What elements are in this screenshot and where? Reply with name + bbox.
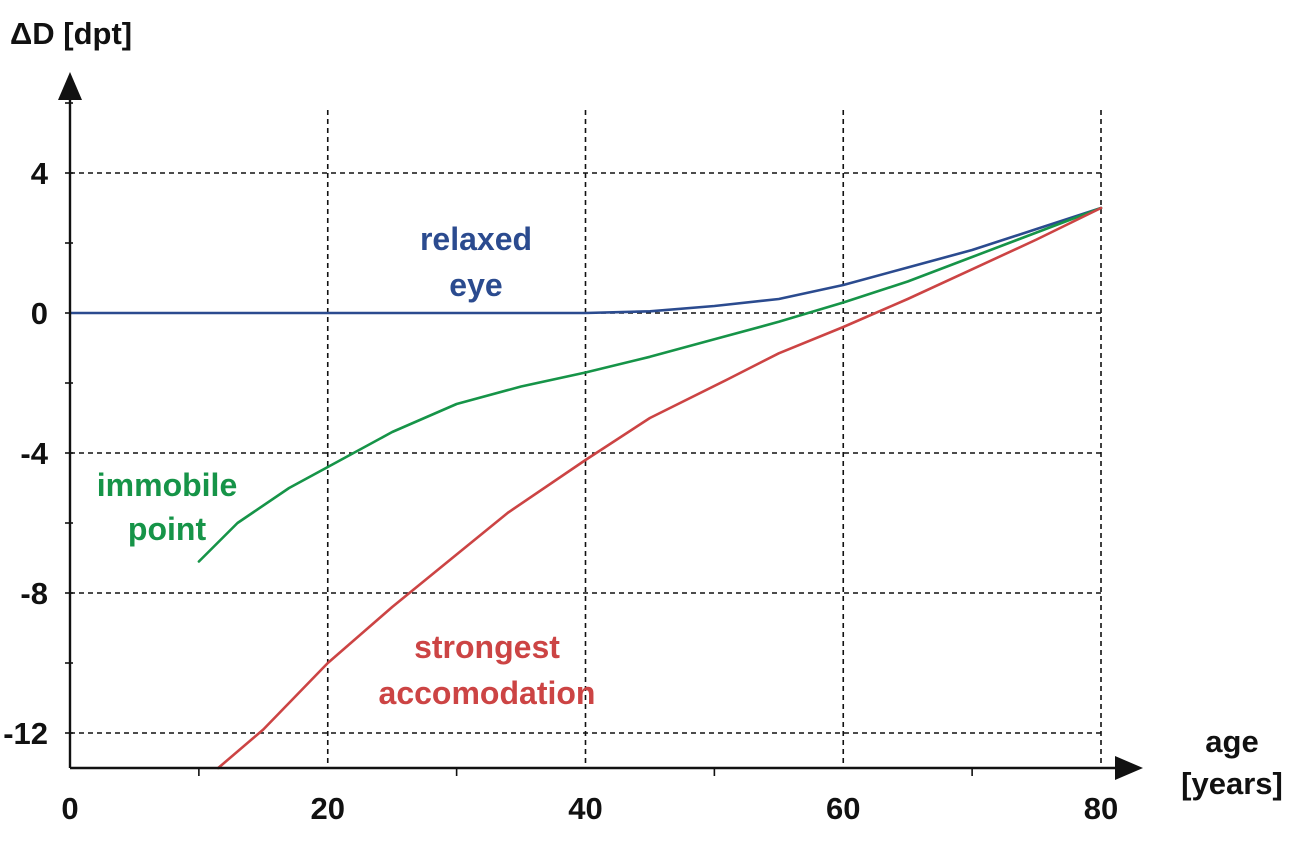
x-tick-label-0: 0 (61, 791, 78, 826)
y-axis-title: ΔD [dpt] (10, 16, 132, 51)
x-tick-label-60: 60 (826, 791, 860, 826)
x-tick-label-20: 20 (311, 791, 345, 826)
x-tick-label-40: 40 (568, 791, 602, 826)
y-tick-label-minus-8: -8 (20, 576, 48, 611)
series-label-immobile-point-line-1: immobile (97, 467, 237, 503)
series-label-strongest-accomodation-line-1: strongest (414, 629, 560, 665)
x-axis-arrow-icon (1115, 756, 1143, 780)
y-tick-label-minus-12: -12 (3, 716, 48, 751)
grid-layer (70, 110, 1102, 768)
y-tick-label-4: 4 (31, 156, 49, 191)
series-label-strongest-accomodation-line-2: accomodation (379, 675, 596, 711)
axes (58, 72, 1143, 780)
series-layer (68, 206, 1103, 770)
y-tick-label-0: 0 (31, 296, 48, 331)
x-axis-title-line-1: age (1205, 724, 1258, 759)
series-line-immobile-point (197, 206, 1103, 563)
series-line-strongest-accomodation (216, 206, 1103, 770)
series-labels: relaxed eye immobile point strongest acc… (97, 221, 596, 711)
x-tick-label-80: 80 (1084, 791, 1118, 826)
axis-titles: ΔD [dpt] age [years] (10, 16, 1283, 801)
series-label-relaxed-eye-line-2: eye (449, 267, 502, 303)
x-axis-title-line-2: [years] (1181, 766, 1283, 801)
series-line-relaxed-eye (68, 206, 1103, 315)
series-label-relaxed-eye-line-1: relaxed (420, 221, 532, 257)
y-axis-arrow-icon (58, 72, 82, 100)
y-tick-label-minus-4: -4 (20, 436, 48, 471)
series-label-immobile-point-line-2: point (128, 511, 207, 547)
